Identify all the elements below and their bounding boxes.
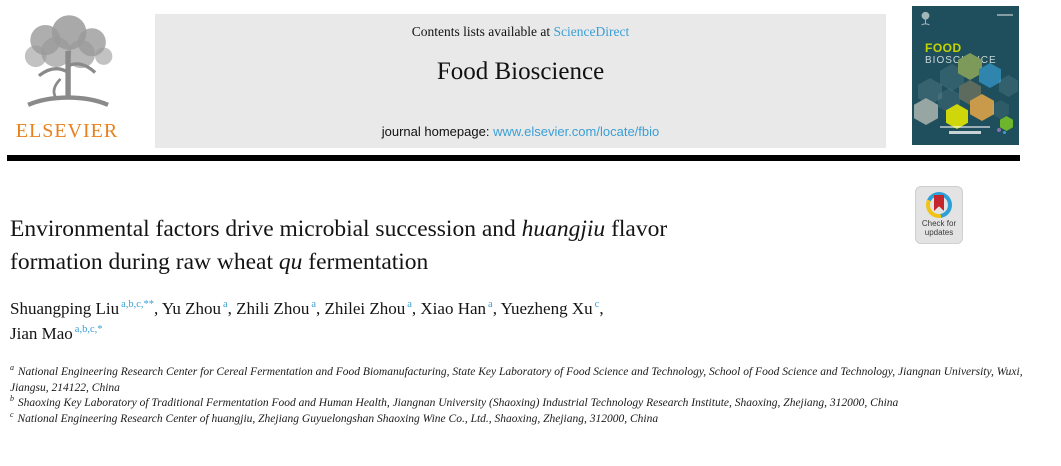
check-for-updates-badge[interactable]: Check for updates	[915, 186, 963, 244]
contents-prefix: Contents lists available at	[411, 24, 554, 39]
authors-line: Jian Mao a,b,c,*	[10, 324, 103, 343]
cover-hexagon	[970, 94, 994, 121]
cover-hexagon	[992, 100, 1009, 119]
article-title-line: Environmental factors drive microbial su…	[10, 216, 668, 242]
cover-hexagon	[958, 53, 982, 80]
author-name: Zhili Zhou	[236, 299, 310, 318]
cover-society-hexagon	[1000, 116, 1013, 131]
authors-line: Shuangping Liu a,b,c,**, Yu Zhou a, Zhili …	[10, 299, 604, 318]
journal-homepage-link[interactable]: www.elsevier.com/locate/fbio	[493, 124, 660, 139]
elsevier-logo[interactable]: ELSEVIER	[8, 14, 126, 150]
header-divider	[7, 155, 1020, 161]
journal-title: Food Bioscience	[436, 58, 605, 85]
cover-journal-name-line1: FOOD	[925, 41, 962, 55]
homepage-line: journal homepage: www.elsevier.com/locat…	[155, 124, 886, 139]
cover-issue-text	[997, 14, 1013, 16]
cover-hexagon	[946, 104, 968, 129]
author-affiliation-superscript: a	[407, 299, 412, 311]
sciencedirect-link[interactable]: ScienceDirect	[553, 24, 630, 39]
badge-line1: Check for	[921, 219, 957, 228]
affiliation-line: a National Engineering Research Center f…	[10, 363, 1023, 394]
author-affiliation-superscript: a,b,c,*	[74, 324, 103, 336]
article-title: Environmental factors drive microbial su…	[10, 213, 900, 279]
author-list: Shuangping Liu a,b,c,**, Yu Zhou a, Zhili …	[10, 296, 900, 346]
journal-header-box: Contents lists available at ScienceDirec…	[155, 14, 886, 148]
author-name: Shuangping Liu	[10, 299, 120, 318]
author-name: Yuezheng Xu	[500, 299, 593, 318]
author-affiliation-superscript: c	[594, 299, 600, 311]
author-affiliation-superscript: a	[311, 299, 316, 311]
author-name: Xiao Han	[420, 299, 487, 318]
author-affiliation-superscript: a	[222, 299, 228, 311]
cover-society-dot	[1003, 131, 1006, 134]
article-title-line: formation during raw wheat qu fermentati…	[10, 249, 429, 275]
cover-footer-logo	[949, 131, 981, 134]
cover-society-dot	[997, 128, 1001, 132]
affiliations: a National Engineering Research Center f…	[10, 363, 1052, 427]
cover-hexagon	[979, 63, 1001, 88]
crossmark-bookmark-icon	[934, 195, 944, 211]
homepage-prefix: journal homepage:	[381, 124, 494, 139]
contents-line: Contents lists available at ScienceDirec…	[155, 24, 886, 40]
author-name: Jian Mao	[10, 324, 73, 343]
cover-hexagon	[999, 75, 1018, 97]
cover-footer-text	[940, 126, 990, 128]
affiliation-line: c National Engineering Research Center o…	[10, 409, 659, 425]
crossmark-icon	[926, 192, 952, 218]
journal-cover-thumbnail[interactable]: FOOD BIOSCIENCE	[912, 6, 1019, 145]
author-name: Yu Zhou	[161, 299, 221, 318]
cover-hexagon	[914, 98, 938, 125]
cover-elsevier-tree-icon	[921, 11, 930, 26]
elsevier-tree-icon	[24, 15, 113, 107]
check-for-updates-label: Check for updates	[916, 219, 962, 237]
author-affiliation-superscript: a	[488, 299, 493, 311]
author-affiliation-superscript: a,b,c,**	[121, 299, 155, 311]
author-name: Zhilei Zhou	[324, 299, 406, 318]
affiliation-line: b Shaoxing Key Laboratory of Traditional…	[10, 394, 899, 409]
elsevier-logo-text: ELSEVIER	[15, 120, 119, 142]
badge-line2: updates	[924, 228, 954, 237]
